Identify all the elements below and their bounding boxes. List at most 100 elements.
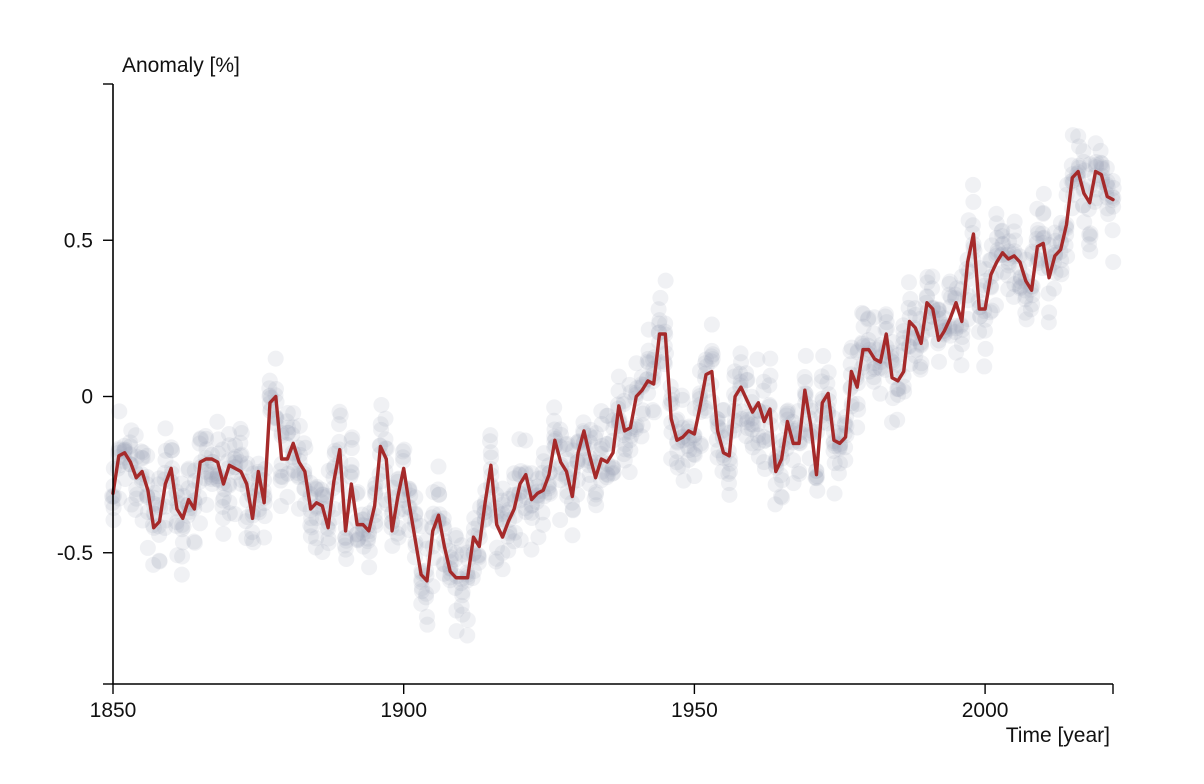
scatter-point [425, 484, 442, 501]
scatter-point [413, 571, 430, 588]
scatter-point [518, 504, 535, 521]
scatter-point [1053, 266, 1070, 283]
scatter-point [621, 423, 638, 440]
scatter-point [186, 534, 203, 551]
scatter-point [342, 468, 359, 485]
scatter-point [180, 460, 197, 477]
scatter-point [651, 324, 668, 341]
scatter-point [564, 527, 581, 544]
scatter-point [1075, 197, 1092, 214]
scatter-point [836, 414, 853, 431]
scatter-point [111, 490, 128, 507]
scatter-point [272, 468, 289, 485]
scatter-point [104, 488, 121, 505]
scatter-point [307, 539, 324, 556]
scatter-point [907, 347, 924, 364]
scatter-point [1017, 291, 1034, 308]
scatter-point [204, 475, 221, 492]
scatter-point [534, 464, 551, 481]
x-tick-label-1900: 1900 [380, 699, 427, 722]
scatter-point [987, 297, 1004, 314]
scatter-point [1029, 200, 1046, 217]
scatter-point [785, 452, 802, 469]
scatter-point [169, 547, 186, 564]
scatter-point [999, 267, 1016, 284]
scatter-point [877, 306, 894, 323]
scatter-point [308, 510, 325, 527]
scatter-point [983, 237, 1000, 254]
scatter-point [308, 530, 325, 547]
scatter-point [733, 403, 750, 420]
scatter-point [110, 444, 127, 461]
scatter-point [1100, 206, 1117, 223]
scatter-point [128, 486, 145, 503]
scatter-point [564, 502, 581, 519]
scatter-point [750, 434, 767, 451]
scatter-point [117, 470, 134, 487]
scatter-point [831, 455, 848, 472]
scatter-point [1082, 228, 1099, 245]
scatter-point [377, 410, 394, 427]
scatter-point [947, 323, 964, 340]
scatter-point [453, 537, 470, 554]
scatter-point [947, 317, 964, 334]
scatter-point [343, 440, 360, 457]
scatter-point [697, 402, 714, 419]
scatter-point [557, 436, 574, 453]
scatter-point [308, 498, 325, 515]
scatter-point [466, 510, 483, 527]
scatter-point [587, 486, 604, 503]
scatter-point [343, 464, 360, 481]
scatter-point [598, 407, 615, 424]
scatter-point [965, 176, 982, 193]
scatter-point [726, 363, 743, 380]
scatter-point [373, 396, 390, 413]
scatter-point [412, 518, 429, 535]
scatter-point [623, 427, 640, 444]
scatter-point [755, 382, 772, 399]
scatter-point [1035, 204, 1052, 221]
scatter-point [1045, 280, 1062, 297]
scatter-point [1006, 213, 1023, 230]
scatter-point [1087, 135, 1104, 152]
scatter-point [173, 475, 190, 492]
scatter-point [912, 361, 929, 378]
scatter-point [610, 383, 627, 400]
scatter-point [1012, 279, 1029, 296]
scatter-point [209, 413, 226, 430]
scatter-point [216, 481, 233, 498]
scatter-point [1064, 166, 1081, 183]
scatter-point [761, 396, 778, 413]
scatter-point [366, 480, 383, 497]
scatter-point [866, 309, 883, 326]
scatter-point [284, 426, 301, 443]
scatter-point [121, 434, 138, 451]
scatter-point [1071, 138, 1088, 155]
scatter-point [303, 510, 320, 527]
scatter-point [191, 473, 208, 490]
series-line-mean-anomaly [111, 169, 1115, 583]
scatter-point [732, 345, 749, 362]
scatter-point [1092, 142, 1109, 159]
scatter-point [214, 498, 231, 515]
scatter-point [1036, 229, 1053, 246]
scatter-point [233, 446, 250, 463]
scatter-point [721, 486, 738, 503]
scatter-point [744, 439, 761, 456]
scatter-point [307, 481, 324, 498]
scatter-point [720, 465, 737, 482]
scatter-point [791, 465, 808, 482]
scatter-point [703, 342, 720, 359]
scatter-point [1105, 179, 1122, 196]
scatter-point [134, 512, 151, 529]
scatter-point [337, 530, 354, 547]
scatter-point [237, 513, 254, 530]
scatter-point [867, 359, 884, 376]
scatter-point [453, 597, 470, 614]
scatter-point [459, 612, 476, 629]
scatter-point [530, 470, 547, 487]
scatter-point [902, 291, 919, 308]
scatter-point [1018, 311, 1035, 328]
scatter-point [587, 425, 604, 442]
scatter-point [313, 494, 330, 511]
